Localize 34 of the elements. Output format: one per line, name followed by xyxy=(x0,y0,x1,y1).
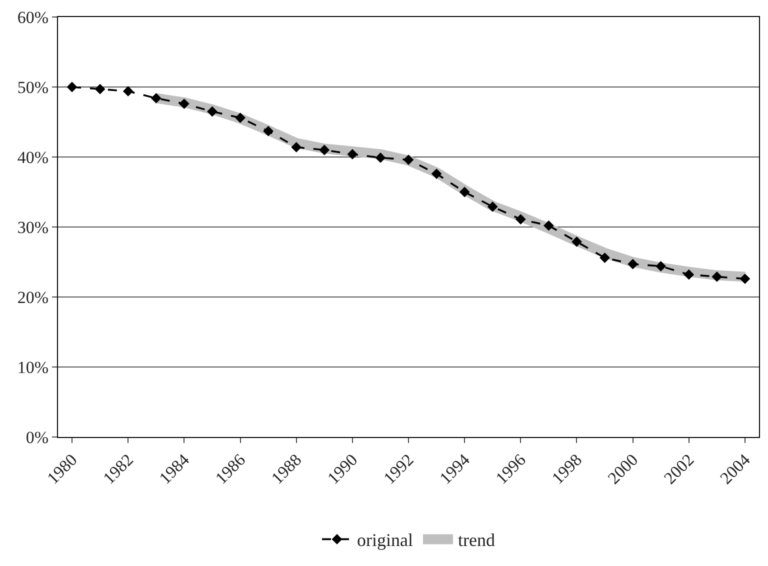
point xyxy=(572,236,582,247)
y-tick-label: 40% xyxy=(17,148,49,167)
point xyxy=(291,142,302,152)
point xyxy=(712,272,722,282)
point xyxy=(178,98,190,109)
y-tick-label: 0% xyxy=(26,428,49,447)
point xyxy=(656,261,666,272)
point xyxy=(66,82,78,92)
legend-label: trend xyxy=(458,530,495,550)
y-tick-label: 50% xyxy=(17,78,49,97)
point xyxy=(628,258,638,270)
point xyxy=(375,152,386,163)
point xyxy=(263,126,274,136)
point xyxy=(319,144,330,156)
point xyxy=(600,252,610,263)
point xyxy=(347,149,358,160)
point xyxy=(122,86,134,96)
point xyxy=(94,84,106,94)
point xyxy=(487,202,498,212)
point xyxy=(403,154,414,165)
y-tick-label: 10% xyxy=(17,358,49,377)
y-tick-label: 20% xyxy=(17,288,49,307)
point xyxy=(235,112,246,123)
legend-label: original xyxy=(357,530,413,550)
y-tick-label: 30% xyxy=(17,218,49,237)
point xyxy=(544,220,554,231)
point xyxy=(431,168,442,179)
y-tick-label: 60% xyxy=(17,8,49,27)
point xyxy=(207,106,218,117)
point xyxy=(684,269,694,280)
point xyxy=(459,186,470,198)
point xyxy=(740,274,750,284)
point xyxy=(515,214,526,224)
point xyxy=(150,93,162,104)
